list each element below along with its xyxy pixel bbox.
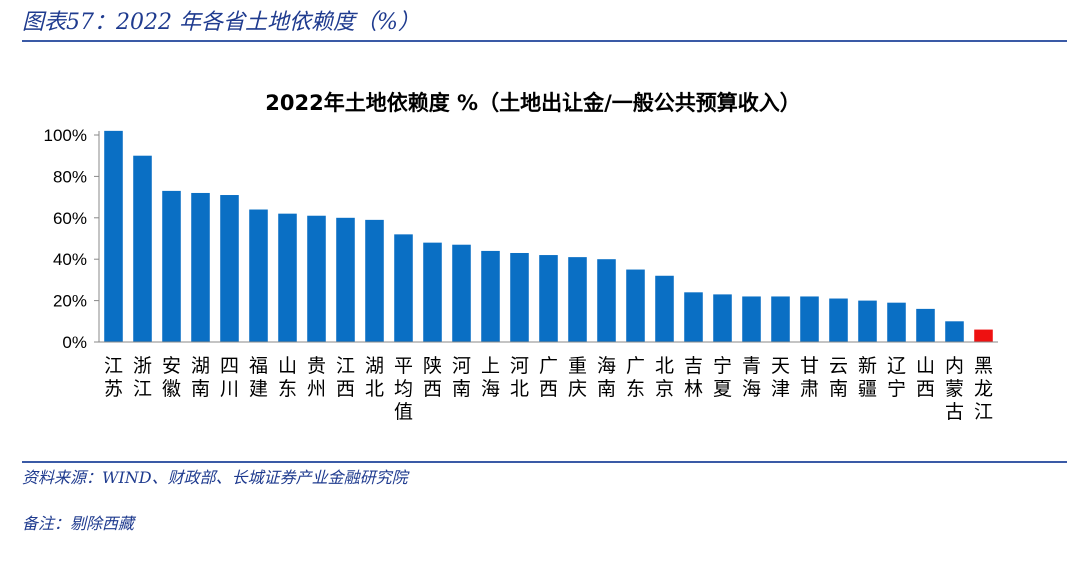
figure-caption: 图表57：2022 年各省土地依赖度（%） xyxy=(22,10,420,35)
bar xyxy=(742,296,761,342)
bar xyxy=(800,296,819,342)
bar xyxy=(713,294,732,342)
x-tick-label: 新疆 xyxy=(858,355,877,400)
bar xyxy=(104,130,123,342)
x-tick-label: 内蒙古 xyxy=(945,355,964,423)
y-tick-label: 60% xyxy=(53,209,87,228)
x-tick-label: 宁夏 xyxy=(713,355,732,400)
bar xyxy=(133,155,152,342)
bar xyxy=(394,234,413,342)
bar xyxy=(278,213,297,342)
bar xyxy=(945,321,964,342)
x-tick-label: 安徽 xyxy=(162,355,181,400)
x-tick-label: 平均值 xyxy=(394,355,413,423)
x-tick-label: 贵州 xyxy=(307,355,326,400)
x-tick-label: 天津 xyxy=(771,355,790,400)
y-tick-label: 100% xyxy=(44,126,87,145)
x-tick-label: 河北 xyxy=(510,355,529,400)
x-tick-label: 辽宁 xyxy=(887,355,906,400)
x-tick-label: 海南 xyxy=(597,355,616,400)
bar xyxy=(162,190,181,342)
x-tick-label: 山西 xyxy=(916,355,935,400)
remark-note: 备注：剔除西藏 xyxy=(22,514,135,533)
bar xyxy=(336,217,355,342)
bar xyxy=(597,259,616,342)
caption-divider xyxy=(22,40,1067,42)
bar xyxy=(220,195,239,342)
bar xyxy=(887,302,906,342)
y-axis: 0% 20% 40% 60% 80% 100% xyxy=(44,126,100,352)
bar xyxy=(858,300,877,342)
x-tick-label: 云南 xyxy=(829,355,848,400)
x-tick-label: 黑龙江 xyxy=(974,355,993,423)
y-tick-label: 40% xyxy=(53,250,87,269)
x-tick-label: 吉林 xyxy=(684,355,703,400)
bar-chart: 2022年土地依赖度 %（土地出让金/一般公共预算收入） 0% 20% 40% 60%… xyxy=(44,91,998,423)
y-tick-label: 20% xyxy=(53,292,87,311)
x-tick-label: 甘肃 xyxy=(800,355,819,400)
bar xyxy=(829,298,848,342)
bar xyxy=(684,292,703,342)
bar xyxy=(974,329,993,342)
x-tick-label: 四川 xyxy=(220,355,239,400)
bar xyxy=(916,308,935,342)
source-divider xyxy=(22,461,1067,463)
bar xyxy=(510,252,529,342)
bar xyxy=(365,219,384,342)
source-note: 资料来源：WIND、财政部、长城证券产业金融研究院 xyxy=(22,468,408,487)
bar xyxy=(539,255,558,342)
x-tick-label: 北京 xyxy=(655,355,674,400)
y-tick-label: 80% xyxy=(53,167,87,186)
x-tick-label: 陕西 xyxy=(423,355,442,400)
x-tick-label: 青海 xyxy=(742,355,761,400)
bar xyxy=(423,242,442,342)
bar xyxy=(655,275,674,342)
x-tick-label: 广东 xyxy=(626,355,645,400)
bar xyxy=(771,296,790,342)
x-tick-label: 河南 xyxy=(452,355,471,400)
x-tick-label: 福建 xyxy=(249,355,268,400)
x-tick-label: 山东 xyxy=(278,355,297,400)
bar xyxy=(452,244,471,342)
x-tick-label: 广西 xyxy=(539,355,558,400)
bar xyxy=(307,215,326,342)
bar xyxy=(249,209,268,342)
bar xyxy=(568,257,587,342)
chart-title: 2022年土地依赖度 %（土地出让金/一般公共预算收入） xyxy=(265,91,800,115)
x-tick-label: 湖南 xyxy=(191,355,210,400)
bar xyxy=(191,192,210,342)
x-axis: 江苏浙江安徽湖南四川福建山东贵州江西湖北平均值陕西河南上海河北广西重庆海南广东北… xyxy=(99,341,998,423)
bars-group xyxy=(104,130,993,342)
x-tick-label: 江西 xyxy=(336,355,355,400)
x-tick-label: 上海 xyxy=(481,355,500,400)
x-tick-label: 湖北 xyxy=(365,355,384,400)
y-tick-label: 0% xyxy=(62,333,87,352)
x-tick-label: 重庆 xyxy=(568,355,587,400)
x-tick-label: 江苏 xyxy=(104,355,123,400)
x-tick-label: 浙江 xyxy=(133,355,152,400)
bar xyxy=(481,250,500,342)
bar xyxy=(626,269,645,342)
